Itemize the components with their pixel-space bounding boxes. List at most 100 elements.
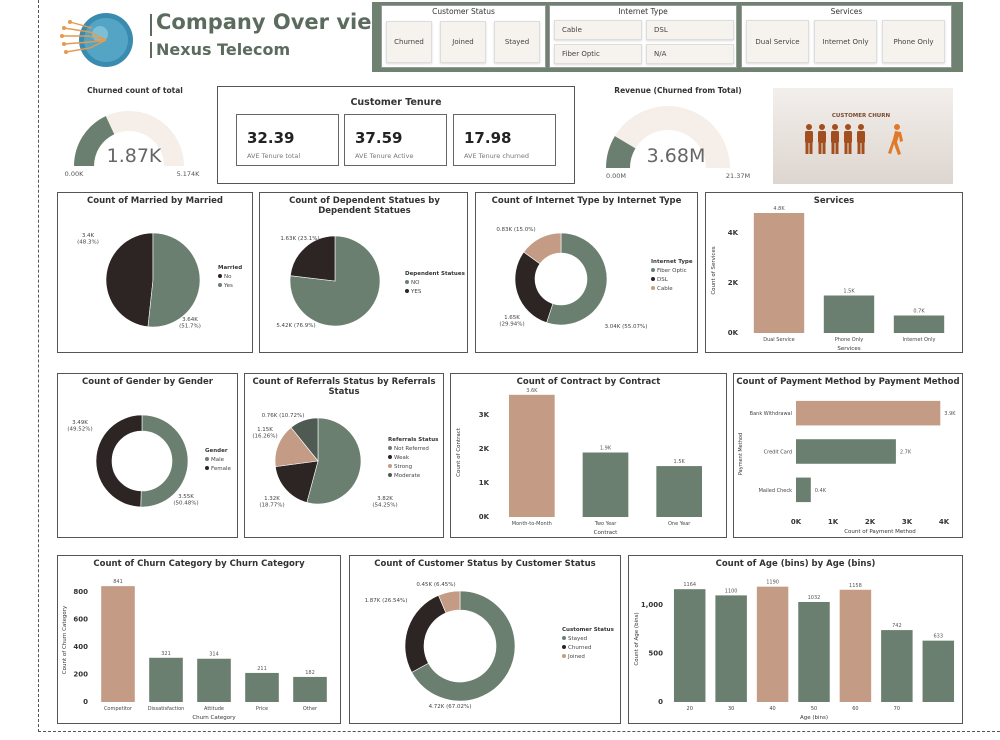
- panel-married: Count of Married by Married 3.4K (48.3%) 3…: [57, 192, 253, 353]
- kpi-label: AVE Tenure Active: [355, 152, 414, 160]
- gauge-min: 0.00M: [606, 172, 626, 180]
- title-accent-bar: [150, 14, 152, 36]
- slice-moderate: [290, 417, 319, 462]
- y-tick-label: 400: [73, 643, 88, 651]
- legend-title: Married: [218, 265, 242, 271]
- data-label: 182: [305, 670, 315, 676]
- slicer-option-dsl[interactable]: DSL: [646, 20, 734, 40]
- bar: [715, 595, 747, 702]
- chart-age-bins: 0 500 1,000 1164 20 1100 30 1190 40 1032 50 1158 60 7…: [634, 580, 955, 721]
- customer-churn-illustration: CUSTOMER CHURN: [773, 88, 953, 184]
- x-tick-label: Two Year: [594, 521, 617, 527]
- slicer-option-joined[interactable]: Joined: [440, 21, 486, 63]
- x-tick-label: 30: [728, 706, 734, 712]
- x-tick-label: One Year: [668, 521, 691, 527]
- x-tick-label: Other: [303, 706, 318, 712]
- slicer-option-fiber-optic[interactable]: Fiber Optic: [554, 44, 642, 64]
- legend-marker: [651, 277, 655, 281]
- panel-services: Services 0K 2K 4K 4.8K Dual Service 1.5K Phone…: [705, 192, 963, 353]
- legend-marker: [205, 457, 209, 461]
- bar: [796, 400, 941, 426]
- data-label: 0.45K (6.45%): [416, 582, 455, 588]
- panel-customer-status: Count of Customer Status by Customer Sta…: [349, 555, 621, 724]
- chart-title: Count of Payment Method by Payment Metho…: [736, 377, 960, 387]
- slicer-option-dual-service[interactable]: Dual Service: [746, 20, 809, 63]
- legend-item: Not Referred: [394, 446, 429, 452]
- data-label: 1.5K: [843, 289, 855, 295]
- y-axis-label: Payment Method: [738, 433, 744, 475]
- chart-customer-status: 4.72K (67.02%) 1.87K (26.54%) 0.45K (6.45%…: [365, 582, 615, 710]
- bar: [796, 439, 896, 464]
- gauge-churned-title: Churned count of total: [87, 86, 183, 95]
- chart-title: Count of Gender by Gender: [82, 377, 213, 387]
- legend-marker: [388, 446, 392, 450]
- data-label: 0.83K (15.0%): [496, 227, 535, 233]
- y-tick-label: 1K: [479, 479, 490, 487]
- slicer-option-stayed[interactable]: Stayed: [494, 21, 540, 63]
- y-tick-label: 0: [83, 698, 88, 706]
- y-tick-label: 0K: [728, 329, 739, 337]
- chart-title: Count of Age (bins) by Age (bins): [715, 559, 876, 569]
- slicer-bar: Customer Status Churned Joined Stayed In…: [372, 2, 963, 72]
- legend-marker: [651, 286, 655, 290]
- x-tick-label: 1K: [828, 518, 839, 526]
- chart-payment-method: 3.9K Bank Withdrawal 2.7K Credit Card 0.4K Ma…: [738, 400, 956, 535]
- y-tick-label: 1,000: [641, 601, 663, 609]
- slicer-option-cable[interactable]: Cable: [554, 20, 642, 40]
- data-label: 1190: [766, 580, 779, 586]
- data-label: 1158: [849, 583, 862, 589]
- gauge-churned: 1.87K 0.00K 5.174K: [65, 111, 200, 178]
- gauge-value: 3.68M: [647, 145, 706, 167]
- bar: [798, 601, 830, 702]
- legend-item: YES: [410, 289, 422, 295]
- slice-male: [140, 414, 189, 508]
- y-axis-label: Count of Age (bins): [634, 612, 640, 665]
- bar: [673, 589, 706, 702]
- kpi-avg-tenure-total: 32.39 AVE Tenure total: [236, 114, 339, 166]
- x-tick-label: 60: [852, 706, 858, 712]
- panel-dependents: Count of Dependent Statues by Dependent …: [259, 192, 468, 353]
- kpi-value: 32.39: [247, 129, 295, 147]
- slicer-option-phone-only[interactable]: Phone Only: [882, 20, 945, 63]
- chart-title: Count of Married by Married: [87, 196, 223, 206]
- data-label: 0.4K: [815, 488, 827, 494]
- page-subtitle: Nexus Telecom: [156, 40, 291, 59]
- gauge-min: 0.00K: [65, 170, 84, 178]
- data-label: 1.15K (16.26%): [252, 427, 277, 440]
- data-label: 1032: [808, 595, 821, 601]
- legend-marker: [218, 274, 222, 278]
- x-tick-label: 20: [687, 706, 693, 712]
- data-label: 1.9K: [600, 446, 612, 452]
- slicer-option-churned[interactable]: Churned: [386, 21, 432, 63]
- slicer-option-internet-only[interactable]: Internet Only: [814, 20, 877, 63]
- data-label: 3.4K (48.3%): [77, 233, 99, 246]
- y-axis-label: Count of Contract: [456, 427, 462, 477]
- x-tick-label: Dissatisfaction: [148, 706, 185, 712]
- y-axis-label: Count of Churn Category: [62, 605, 68, 674]
- slice-not-referred: [306, 417, 362, 505]
- y-tick-label: 4K: [728, 229, 739, 237]
- x-axis-label: Age (bins): [800, 715, 828, 721]
- chart-referrals: 3.82K (54.25%) 1.32K (18.77%) 1.15K (16.26%) 0…: [252, 413, 439, 509]
- data-label: 742: [892, 623, 902, 629]
- chart-title: Count of Churn Category by Churn Categor…: [93, 559, 305, 569]
- legend-item: Cable: [657, 286, 673, 292]
- slice-dsl: [514, 251, 554, 324]
- x-tick-label: 3K: [902, 518, 913, 526]
- y-tick-label: 2K: [728, 279, 739, 287]
- data-label: 1.65K (29.94%): [499, 315, 524, 328]
- gauge-fill: [606, 136, 636, 168]
- x-tick-label: Attitude: [204, 706, 224, 712]
- panel-churn-category: Count of Churn Category by Churn Categor…: [57, 555, 341, 724]
- x-tick-label: Phone Only: [835, 337, 864, 343]
- panel-gender: Count of Gender by Gender 3.55K (50.48%) 3…: [57, 373, 238, 538]
- gauge-revenue: 3.68M 0.00M 21.37M: [606, 106, 750, 180]
- bar: [922, 640, 955, 702]
- slice-weak: [275, 460, 319, 503]
- chart-title: Services: [813, 196, 855, 206]
- slicer-option-na[interactable]: N/A: [646, 44, 734, 64]
- data-label: 1.5K: [674, 459, 686, 465]
- page-border-left: [38, 0, 39, 732]
- x-tick-label: 70: [894, 706, 900, 712]
